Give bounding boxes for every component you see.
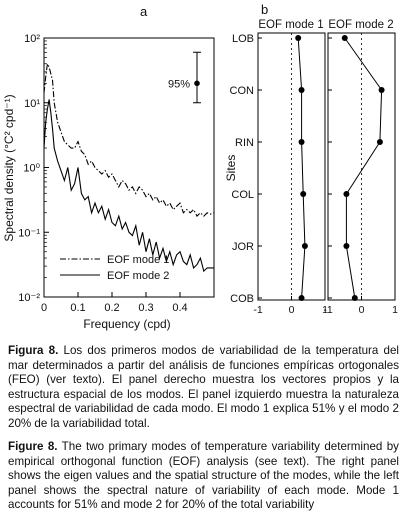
x-tick-label: 1 [322,304,328,316]
panel-a-x-ticks: 0 0.1 0.2 0.3 0.4 [41,292,188,314]
site-label: RIN [235,137,254,149]
x-tick-label: 0.3 [138,302,153,314]
y-tick-label: 10⁻¹ [18,227,40,239]
y-tick-label: 10¹ [24,98,40,110]
site-label: COL [231,189,254,201]
profile-point [351,295,358,301]
site-label: JOR [232,241,254,253]
x-tick-label: 0 [359,304,365,316]
panel-b-title-mode-1: EOF mode 1 [258,19,323,31]
caption-spanish: Figura 8. Los dos primeros modos de vari… [8,344,399,432]
panel-a: a 10² 10¹ 10⁰ 10⁻¹ 10⁻² 0 0.1 0.2 0.3 0.4 95% Sp… [2,4,215,331]
panel-b-y-axis-label: Sites [224,155,238,182]
panel-b-title-mode-2: EOF mode 2 [328,19,393,31]
x-tick-label: -1 [323,304,332,316]
site-label: CON [230,85,255,97]
panel-a-label: a [140,4,148,19]
y-tick-label: 10⁰ [23,163,40,175]
x-tick-label: 0 [289,304,295,316]
panel-a-y-axis-label: Spectral density (°C² cpd⁻¹) [2,94,16,241]
x-tick-label: 0 [41,302,47,314]
site-label: LOB [232,33,254,45]
profile-point [301,243,308,249]
figure-8: a 10² 10¹ 10⁰ 10⁻¹ 10⁻² 0 0.1 0.2 0.3 0.4 95% Sp… [2,2,398,331]
legend-label-mode-2: EOF mode 2 [107,270,169,282]
profile-point [298,295,305,301]
legend-label-mode-1: EOF mode 1 [107,254,169,266]
panel-b-x-ticks: -1 0 1-1 0 1 [253,33,398,316]
profile-point [343,191,350,197]
panel-b-profiles [295,35,385,301]
caption-spanish-label: Figura 8. [8,344,59,357]
profile-point [341,35,348,41]
caption-spanish-text: Los dos primeros modos de variabilidad d… [8,344,399,430]
caption-english-text: The two primary modes of temperature var… [8,440,399,512]
x-tick-label: 0.2 [104,302,119,314]
site-labels: LOB CON RIN COL JOR COB [230,33,332,305]
caption-english: Figure 8. The two primary modes of tempe… [8,440,399,513]
site-label: COB [230,293,254,305]
ci-center-point [194,80,200,87]
profile-point [298,87,305,93]
profile-point [295,35,302,41]
profile-point [300,191,307,197]
legend: EOF mode 1 EOF mode 2 [60,254,169,282]
profile-point [343,243,350,249]
panel-a-y-ticks: 10² 10¹ 10⁰ 10⁻¹ 10⁻² [18,33,49,304]
confidence-interval: 95% [168,51,201,104]
panel-a-series [43,62,215,273]
profile-line-eof-mode-2 [344,37,383,299]
y-tick-label: 10⁻² [18,292,40,304]
profile-point [376,139,383,145]
x-tick-label: 1 [392,304,398,316]
series-line-eof-mode-1 [43,62,215,218]
series-line-eof-mode-2 [43,99,214,273]
x-tick-label: 0.4 [172,302,187,314]
x-tick-label: 0.1 [70,302,85,314]
profile-line-eof-mode-1 [297,37,306,299]
x-tick-label: -1 [253,304,262,316]
panel-b: b EOF mode 1 EOF mode 2 Sites LOB CON RIN C… [224,2,398,316]
ci-label: 95% [168,78,190,90]
profile-point [378,87,385,93]
panel-a-x-axis-label: Frequency (cpd) [83,317,170,331]
panel-b-label: b [261,2,268,17]
y-tick-label: 10² [24,33,40,45]
profile-point [298,139,305,145]
caption-english-label: Figure 8. [8,440,58,453]
